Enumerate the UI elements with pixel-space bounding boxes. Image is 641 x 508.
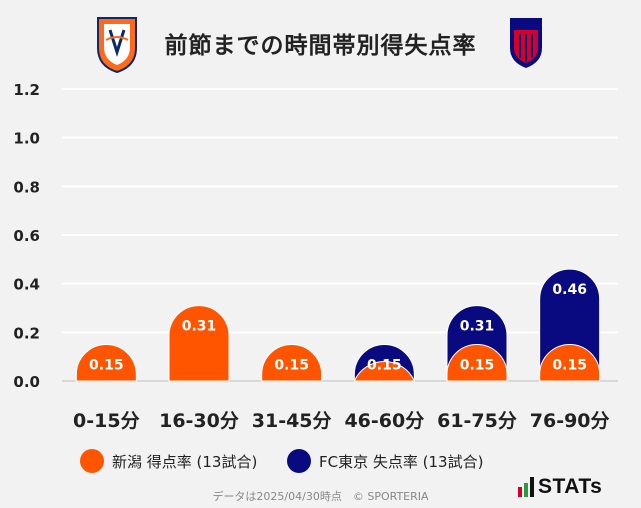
data-label-fc-tokyo: 0.15 — [367, 358, 402, 374]
y-tick-label: 1.0 — [13, 130, 40, 148]
data-label-niigata: 0.31 — [182, 319, 217, 335]
y-tick-label: 0.6 — [13, 227, 40, 245]
data-source-note: データは2025/04/30時点 © SPORTERIA — [212, 490, 429, 503]
chart-title: 前節までの時間帯別得失点率 — [164, 33, 477, 59]
legend-item-niigata: 新潟 得点率 (13試合) — [80, 449, 257, 473]
x-tick-label: 46-60分 — [344, 410, 424, 432]
data-label-niigata: 0.15 — [89, 358, 124, 374]
data-label-niigata: 0.15 — [460, 358, 495, 374]
x-tick-label: 0-15分 — [73, 410, 140, 432]
fc-tokyo-crest-icon — [510, 18, 542, 68]
bar-niigata — [353, 361, 416, 382]
bar-niigata — [261, 344, 323, 382]
x-tick-label: 61-75分 — [437, 410, 517, 432]
x-tick-label: 31-45分 — [252, 410, 332, 432]
legend-item-fc-tokyo: FC東京 失点率 (13試合) — [287, 449, 483, 473]
stats-logo-text: STATs — [538, 475, 603, 498]
bar-niigata — [168, 305, 230, 382]
legend-swatch-niigata — [80, 449, 104, 473]
bar-niigata — [539, 344, 601, 382]
stats-logo: STATs — [518, 475, 603, 498]
y-tick-label: 0.0 — [13, 373, 40, 391]
x-tick-label: 16-30分 — [159, 410, 239, 432]
niigata-crest-icon — [97, 17, 137, 74]
y-tick-label: 0.4 — [13, 276, 40, 294]
data-label-fc-tokyo: 0.46 — [552, 282, 587, 298]
bar-niigata — [75, 344, 137, 382]
x-tick-label: 76-90分 — [530, 410, 610, 432]
data-label-niigata: 0.15 — [552, 358, 587, 374]
legend-swatch-fc-tokyo — [287, 449, 311, 473]
legend-label-fc-tokyo: FC東京 失点率 (13試合) — [319, 452, 484, 471]
y-tick-label: 1.2 — [13, 81, 40, 99]
data-label-fc-tokyo: 0.31 — [460, 319, 495, 335]
y-tick-label: 0.2 — [13, 324, 40, 342]
data-label-niigata: 0.15 — [274, 358, 309, 374]
y-tick-label: 0.8 — [13, 178, 40, 196]
stats-logo-icon — [518, 477, 534, 497]
legend-label-niigata: 新潟 得点率 (13試合) — [112, 452, 258, 471]
bar-niigata — [446, 344, 508, 382]
